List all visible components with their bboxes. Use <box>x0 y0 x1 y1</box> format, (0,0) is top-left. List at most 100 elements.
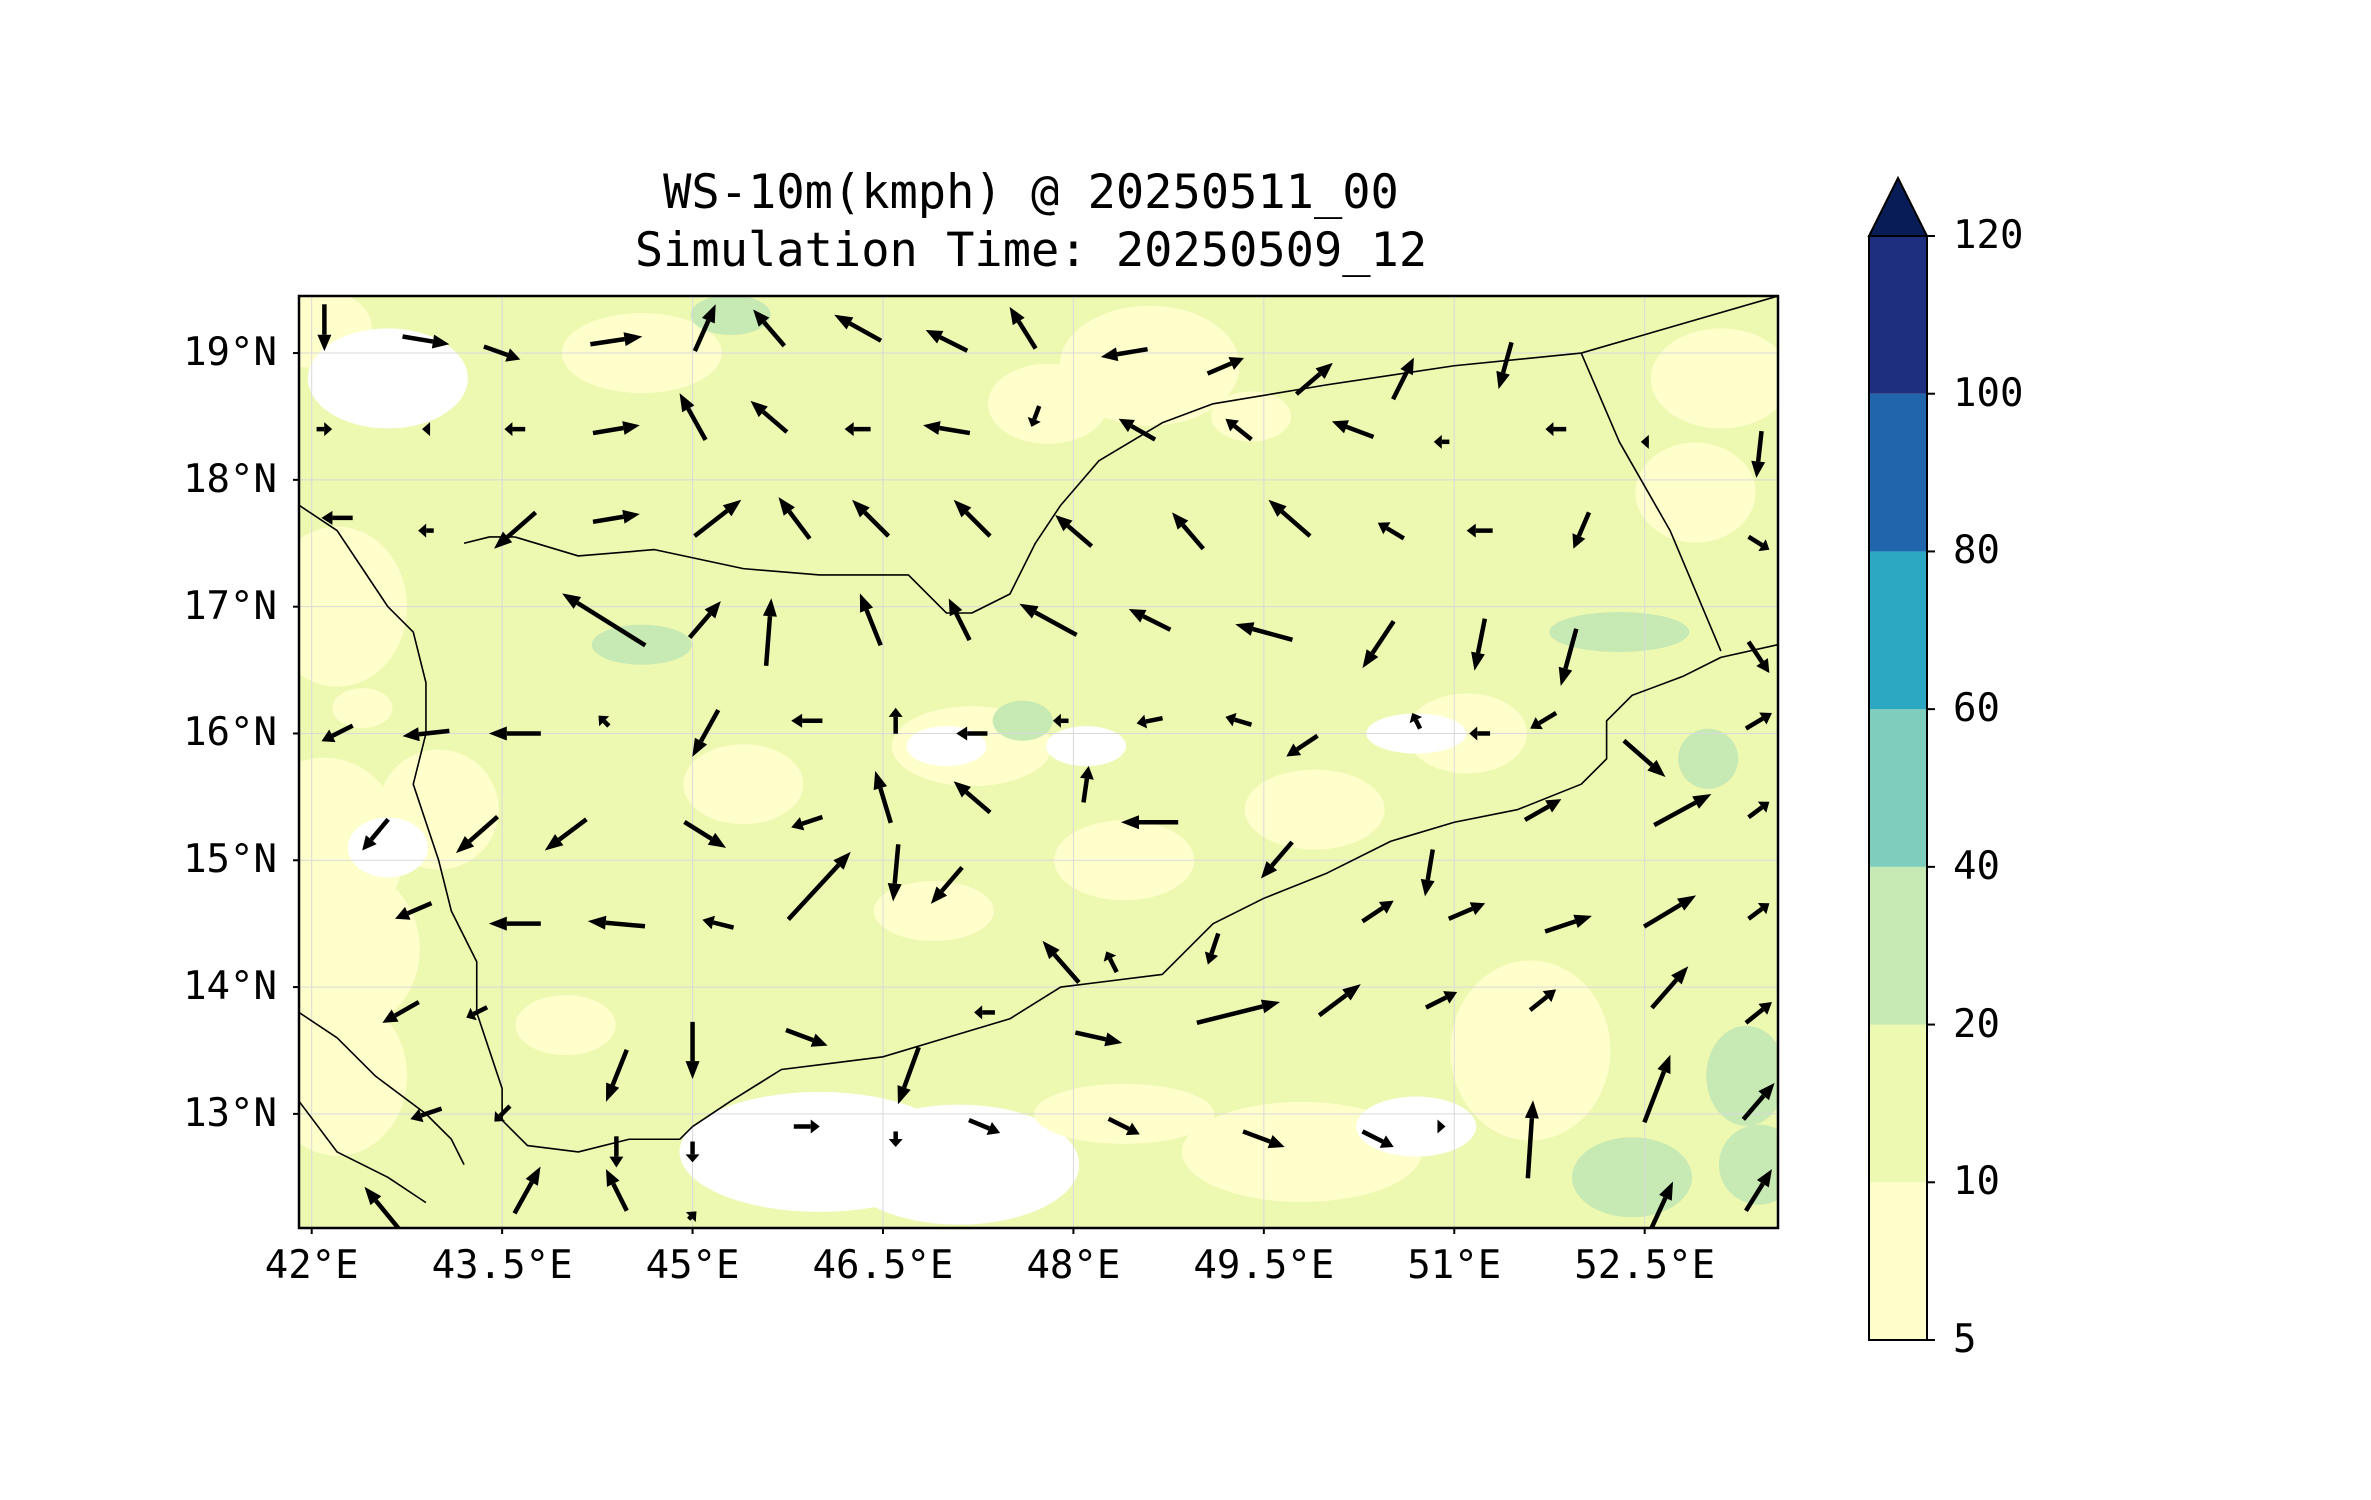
wind-arrow-shaft <box>1447 906 1474 921</box>
wind-arrow <box>1744 712 1772 731</box>
wind-arrow-head <box>1260 999 1281 1014</box>
wind-arrow-head <box>888 707 903 717</box>
wind-arrow-shaft <box>1081 778 1090 803</box>
wind-arrow <box>762 598 777 666</box>
wind-arrow-head <box>505 348 521 362</box>
wind-arrow-head <box>810 1119 820 1134</box>
wind-arrow-shaft <box>878 787 893 824</box>
wind-arrow-shaft <box>863 510 891 538</box>
wind-arrow <box>786 851 851 921</box>
wind-arrow <box>1362 620 1396 669</box>
lon-tick-label: 45°E <box>645 1243 740 1288</box>
wind-arrow-shaft <box>1116 346 1148 357</box>
wind-arrow <box>1528 989 1557 1012</box>
wind-arrow-head <box>791 713 803 728</box>
wind-arrow-head <box>753 309 770 327</box>
wind-arrow-head <box>1100 347 1119 362</box>
wind-arrow-head <box>455 835 475 854</box>
field-patch <box>690 296 771 336</box>
wind-arrow-head <box>321 729 336 743</box>
wind-arrow-shaft <box>610 1049 629 1086</box>
wind-arrow <box>1103 951 1119 974</box>
wind-arrow-shaft <box>892 844 901 884</box>
wind-arrow <box>1747 903 1770 921</box>
wind-arrow-shaft <box>1016 320 1038 350</box>
wind-arrow-head <box>810 1033 828 1047</box>
wind-arrow <box>888 1131 903 1148</box>
wind-arrow <box>609 1136 624 1168</box>
wind-arrow <box>923 421 971 436</box>
wind-arrow-head <box>833 851 851 870</box>
wind-arrow <box>1128 608 1172 632</box>
wind-arrow <box>364 1186 402 1228</box>
wind-arrow <box>1420 849 1435 897</box>
wind-arrow-head <box>778 497 795 516</box>
wind-arrow <box>834 314 883 343</box>
wind-arrow <box>1242 1129 1285 1149</box>
wind-arrow-head <box>1437 1119 1446 1134</box>
colorbar-segment <box>1869 1024 1927 1183</box>
wind-arrow-shaft <box>1196 1004 1264 1026</box>
wind-arrow-head <box>418 523 427 538</box>
wind-arrow <box>888 707 903 734</box>
wind-arrow-shaft <box>1500 341 1514 374</box>
wind-arrow-head <box>1757 801 1770 813</box>
wind-arrow-shaft <box>1747 805 1764 820</box>
wind-arrow-head <box>844 422 854 437</box>
wind-arrow-shaft <box>369 817 390 842</box>
wind-arrow <box>1469 726 1491 741</box>
wind-arrow-shaft <box>1242 1129 1271 1144</box>
wind-arrow-head <box>1260 861 1278 879</box>
wind-arrow <box>418 523 434 538</box>
wind-arrow-shaft <box>602 719 611 728</box>
wind-arrow <box>925 329 969 353</box>
wind-arrow-head <box>986 1122 1001 1135</box>
plot-title-line1: WS-10m(kmph) @ 20250511_00 <box>663 165 1399 220</box>
wind-arrow <box>1640 434 1649 449</box>
wind-arrow-shaft <box>762 320 787 348</box>
wind-arrow-shaft <box>1741 1094 1766 1121</box>
wind-arrow-head <box>609 1156 624 1168</box>
wind-arrow-head <box>685 1061 700 1080</box>
wind-arrow-head <box>598 715 610 727</box>
wind-arrow-head <box>1671 966 1689 985</box>
wind-arrow <box>592 509 640 525</box>
lat-tick-label: 15°N <box>183 837 277 883</box>
wind-arrow <box>887 844 902 902</box>
wind-arrow <box>692 304 716 353</box>
wind-arrow-head <box>791 817 805 831</box>
wind-arrow-shaft <box>1181 523 1205 551</box>
wind-arrow <box>316 422 333 437</box>
colorbar-tick-label: 10 <box>1953 1159 2000 1205</box>
wind-arrow-head <box>1079 765 1094 780</box>
coastline-africa_horn <box>299 1100 427 1204</box>
wind-arrow-shaft <box>1361 906 1385 924</box>
wind-arrow <box>562 593 647 648</box>
wind-arrow <box>930 865 964 904</box>
wind-arrow-head <box>1659 1181 1673 1201</box>
wind-arrow-shaft <box>1544 919 1577 934</box>
wind-arrow-head <box>587 915 607 930</box>
colorbar-segment <box>1869 551 1927 710</box>
coastline-west_coast <box>299 504 694 1153</box>
field-patch <box>1650 328 1778 429</box>
wind-arrow <box>692 708 721 757</box>
wind-arrow <box>544 817 588 851</box>
wind-arrow-head <box>1759 712 1772 725</box>
coastlines-borders <box>299 296 1778 1204</box>
wind-arrow-head <box>1558 666 1573 686</box>
wind-arrow <box>968 1117 1001 1135</box>
wind-arrow-head <box>692 737 708 757</box>
wind-arrow <box>395 901 433 920</box>
wind-arrow <box>1545 422 1567 437</box>
wind-arrow <box>1100 346 1148 362</box>
wind-arrow-shaft <box>605 920 646 929</box>
wind-arrow-head <box>382 1009 399 1023</box>
wind-arrow-shaft <box>699 708 721 743</box>
wind-arrow <box>1447 902 1486 921</box>
wind-arrow-head <box>859 593 874 613</box>
field-patch <box>1706 1025 1778 1126</box>
wind-arrow-shaft <box>374 1199 402 1228</box>
wind-arrow-shaft <box>686 407 708 441</box>
wind-arrow <box>382 1000 420 1023</box>
